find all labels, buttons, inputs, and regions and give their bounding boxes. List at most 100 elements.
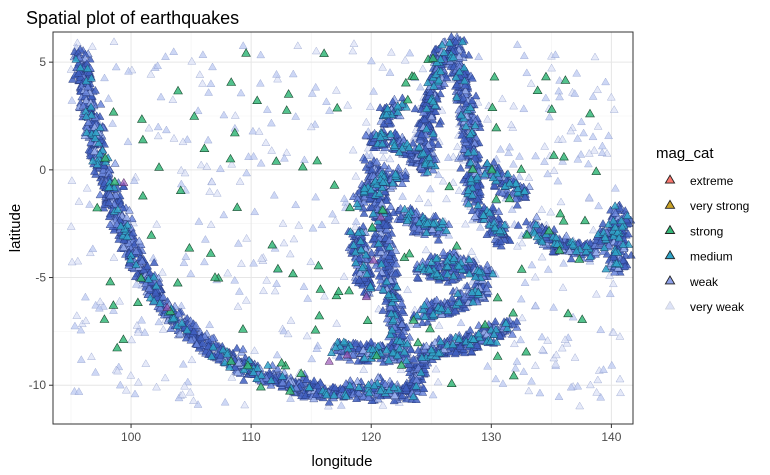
point-weak: [527, 376, 536, 385]
point-weak: [471, 91, 481, 100]
point-weak: [104, 212, 114, 221]
point-weak: [303, 294, 313, 302]
point-weak: [351, 171, 361, 180]
point-weak: [83, 117, 94, 126]
point-weak: [76, 355, 86, 363]
point-weak: [361, 117, 371, 126]
point-weak: [423, 198, 433, 207]
point-weak: [233, 239, 243, 247]
point-weak: [498, 379, 508, 387]
legend-item: extreme: [664, 174, 734, 188]
point-weak: [272, 279, 282, 287]
point-weak: [270, 286, 280, 295]
point-weak: [123, 137, 133, 146]
point-weak: [374, 271, 384, 280]
point-weak: [236, 88, 246, 97]
point-weak: [87, 352, 96, 360]
point-weak: [233, 367, 243, 376]
point-weak: [425, 87, 435, 96]
point-weak: [67, 95, 77, 104]
point-weak: [531, 301, 541, 309]
point-weak: [537, 332, 547, 341]
point-weak: [185, 387, 195, 396]
point-weak: [256, 50, 266, 59]
point-weak: [379, 161, 389, 170]
point-weak: [455, 342, 465, 351]
point-weak: [160, 373, 170, 382]
point-weak: [204, 88, 214, 96]
point-weak: [83, 82, 93, 91]
point-weak: [609, 105, 619, 113]
point-weak: [381, 296, 391, 305]
point-weak: [497, 94, 507, 103]
point-weak: [382, 196, 392, 204]
point-weak: [537, 205, 547, 213]
point-weak: [109, 306, 118, 314]
point-weak: [451, 37, 461, 46]
point-weak: [302, 331, 312, 340]
y-axis-label: latitude: [7, 204, 24, 252]
point-weak: [433, 377, 443, 386]
x-tick-label: 100: [121, 430, 141, 444]
point-weak: [199, 257, 209, 266]
legend-label: extreme: [690, 174, 734, 188]
point-weak: [369, 86, 379, 95]
point-weak: [232, 343, 242, 352]
point-weak: [459, 49, 469, 58]
point-weak: [81, 316, 91, 325]
point-weak: [397, 306, 407, 315]
point-weak: [450, 306, 460, 315]
point-weak: [87, 42, 97, 50]
point-weak: [573, 154, 583, 163]
point-weak: [238, 41, 248, 49]
point-weak: [506, 120, 516, 129]
point-weak: [400, 55, 410, 64]
point-weak: [223, 268, 233, 277]
point-weak: [397, 319, 407, 328]
point-weak: [555, 76, 565, 84]
legend-label: very strong: [690, 199, 749, 213]
point-weak: [144, 123, 154, 132]
point-weak: [348, 46, 358, 55]
point-weak: [385, 302, 396, 311]
point-weak: [133, 377, 143, 386]
legend-key: [664, 300, 676, 310]
x-tick-label: 140: [601, 430, 621, 444]
point-weak: [332, 318, 342, 327]
point-weak: [193, 106, 203, 115]
point-weak: [456, 318, 466, 327]
point-weak: [512, 40, 522, 48]
point-weak: [382, 314, 392, 323]
point-weak: [288, 69, 298, 78]
point-weak: [375, 103, 385, 111]
point-weak: [570, 353, 580, 361]
point-weak: [509, 159, 518, 168]
point-weak: [507, 329, 517, 338]
point-weak: [89, 166, 100, 175]
point-weak: [575, 401, 585, 410]
point-weak: [324, 397, 334, 406]
point-weak: [519, 51, 529, 60]
point-weak: [442, 73, 452, 82]
point-weak: [433, 170, 443, 179]
point-weak: [75, 72, 85, 81]
point-weak: [343, 100, 353, 109]
point-weak: [99, 161, 109, 170]
point-weak: [180, 168, 190, 177]
point-weak: [141, 359, 151, 367]
point-weak: [234, 287, 244, 295]
point-weak: [589, 145, 599, 154]
point-weak: [474, 52, 484, 61]
point-weak: [526, 78, 536, 87]
point-weak: [438, 176, 448, 185]
point-weak: [131, 246, 141, 255]
point-weak: [403, 285, 413, 294]
scatter-points: [66, 32, 636, 410]
point-weak: [397, 179, 407, 187]
point-weak: [516, 294, 526, 303]
point-weak: [312, 381, 323, 390]
point-weak: [293, 41, 303, 49]
point-weak: [328, 209, 337, 218]
